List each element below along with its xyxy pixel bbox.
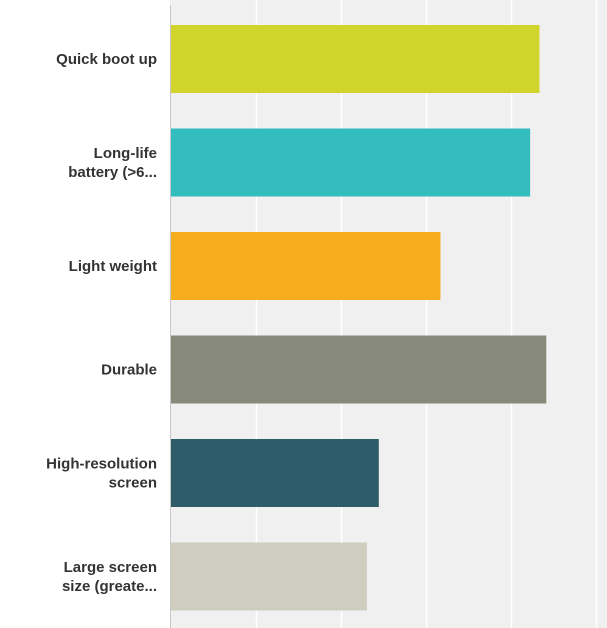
bar — [171, 128, 531, 197]
bars — [171, 25, 547, 611]
category-label: Durable — [101, 362, 157, 379]
bar — [171, 542, 367, 611]
bar — [171, 439, 379, 507]
bar — [171, 335, 547, 404]
bar — [171, 232, 441, 300]
category-label: Long-life battery (>6... — [68, 145, 157, 181]
category-labels: Quick boot up Long-life battery (>6... Ligh… — [46, 51, 157, 595]
category-label: Large screen size (greate... — [62, 559, 157, 595]
category-label: Light weight — [69, 258, 157, 275]
category-label: Quick boot up — [56, 51, 157, 68]
category-label: High-resolution screen — [46, 456, 157, 492]
plot-background — [170, 0, 607, 628]
gridlines — [255, 0, 598, 628]
bar — [171, 25, 540, 93]
